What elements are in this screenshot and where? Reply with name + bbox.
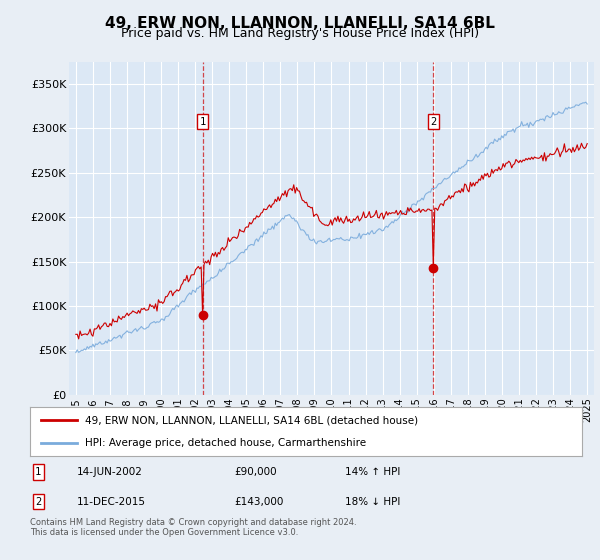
Text: £90,000: £90,000 [234, 467, 277, 477]
Text: 2: 2 [430, 116, 436, 127]
Text: 49, ERW NON, LLANNON, LLANELLI, SA14 6BL (detached house): 49, ERW NON, LLANNON, LLANELLI, SA14 6BL… [85, 416, 418, 426]
Text: 2: 2 [35, 497, 41, 507]
Text: £143,000: £143,000 [234, 497, 284, 507]
Text: 14-JUN-2002: 14-JUN-2002 [77, 467, 143, 477]
Text: Contains HM Land Registry data © Crown copyright and database right 2024.
This d: Contains HM Land Registry data © Crown c… [30, 518, 356, 538]
Text: 49, ERW NON, LLANNON, LLANELLI, SA14 6BL: 49, ERW NON, LLANNON, LLANELLI, SA14 6BL [105, 16, 495, 31]
Text: 11-DEC-2015: 11-DEC-2015 [77, 497, 146, 507]
Text: Price paid vs. HM Land Registry's House Price Index (HPI): Price paid vs. HM Land Registry's House … [121, 27, 479, 40]
Text: HPI: Average price, detached house, Carmarthenshire: HPI: Average price, detached house, Carm… [85, 438, 367, 448]
Text: 1: 1 [35, 467, 41, 477]
Text: 1: 1 [199, 116, 206, 127]
Text: 18% ↓ HPI: 18% ↓ HPI [344, 497, 400, 507]
Text: 14% ↑ HPI: 14% ↑ HPI [344, 467, 400, 477]
